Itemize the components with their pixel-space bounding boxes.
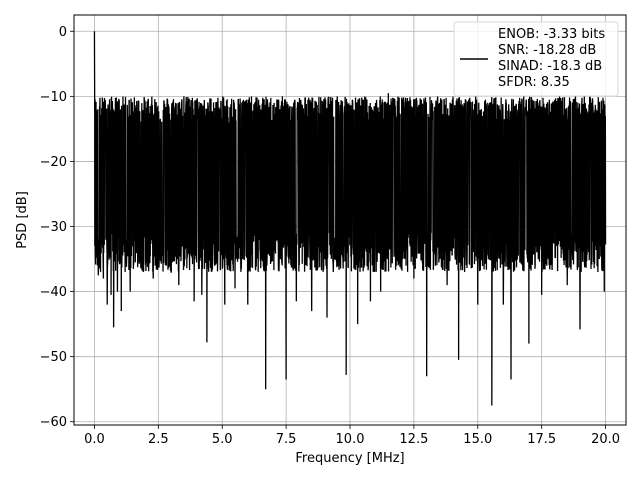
x-tick-label: 10.0: [336, 432, 365, 447]
y-axis-label: PSD [dB]: [15, 191, 30, 249]
legend-entry-line: SNR: -18.28 dB: [498, 43, 596, 58]
x-tick-label: 17.5: [527, 432, 556, 447]
x-axis-ticks: 0.0 2.5 5.0 7.5 10.0 12.5 15.0 17.5 20.0: [84, 425, 620, 447]
y-axis-ticks: 0 −10 −20 −30 −40 −50 −60: [40, 25, 74, 430]
y-tick-label: −50: [40, 350, 67, 365]
y-tick-label: 0: [59, 25, 67, 40]
x-tick-label: 0.0: [84, 432, 105, 447]
x-tick-label: 12.5: [399, 432, 428, 447]
y-tick-label: −40: [40, 285, 67, 300]
legend-entry-line: SINAD: -18.3 dB: [498, 59, 602, 74]
y-tick-label: −10: [40, 90, 67, 105]
legend-entry-line: ENOB: -3.33 bits: [498, 27, 605, 42]
x-tick-label: 2.5: [148, 432, 169, 447]
x-tick-label: 15.0: [463, 432, 492, 447]
y-tick-label: −60: [40, 415, 67, 430]
y-tick-label: −30: [40, 220, 67, 235]
legend-entry-line: SFDR: 8.35: [498, 75, 570, 90]
x-axis-label: Frequency [MHz]: [295, 451, 404, 466]
x-tick-label: 7.5: [276, 432, 297, 447]
legend-box: [453, 21, 619, 97]
y-tick-label: −20: [40, 155, 67, 170]
x-tick-label: 20.0: [591, 432, 620, 447]
psd-series-line: [93, 31, 607, 406]
x-tick-label: 5.0: [212, 432, 233, 447]
plot-area: [93, 31, 607, 406]
